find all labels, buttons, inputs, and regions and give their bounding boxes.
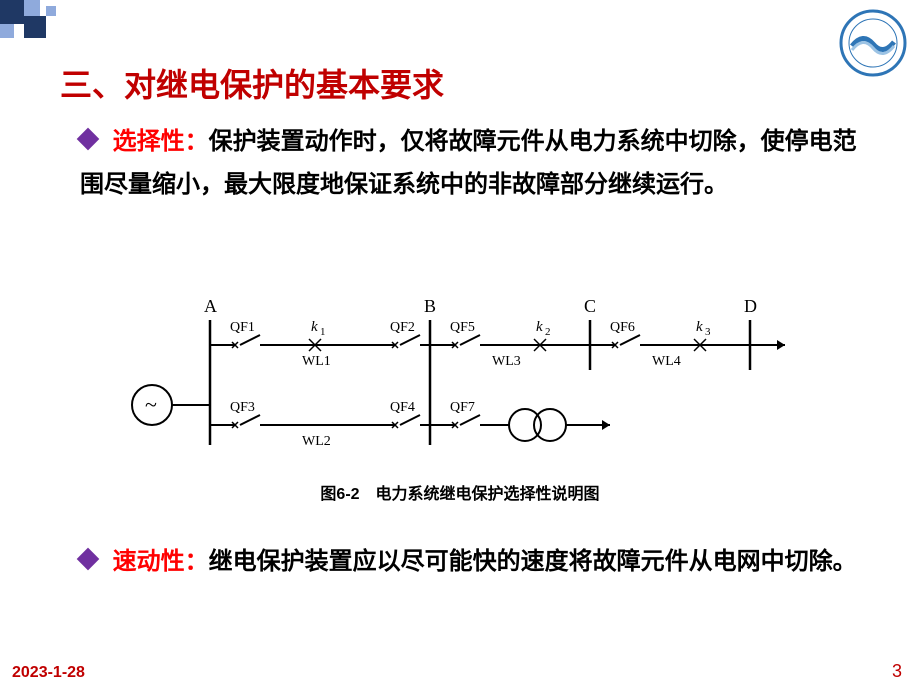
svg-text:QF1: QF1	[230, 320, 255, 335]
svg-text:~: ~	[145, 392, 157, 417]
deco-block-3	[0, 24, 14, 38]
svg-text:k: k	[536, 319, 543, 335]
svg-text:QF2: QF2	[390, 320, 415, 335]
svg-text:QF4: QF4	[390, 400, 415, 415]
svg-text:WL3: WL3	[492, 354, 521, 369]
diamond-icon	[77, 128, 100, 151]
svg-text:2: 2	[545, 326, 551, 338]
svg-text:B: B	[424, 296, 436, 316]
slide-title: 三、对继电保护的基本要求	[60, 60, 444, 106]
bullet-text-2: 继电保护装置应以尽可能快的速度将故障元件从电网中切除。	[209, 548, 857, 575]
circuit-diagram: ABCD~QF1QF2k1WL1QF5k2WL3QF6k3WL4QF3QF4WL…	[120, 290, 800, 470]
svg-text:D: D	[744, 296, 757, 316]
deco-block-1	[0, 0, 24, 24]
diamond-icon	[77, 548, 100, 571]
svg-text:3: 3	[705, 326, 711, 338]
svg-text:k: k	[696, 319, 703, 335]
svg-text:QF7: QF7	[450, 400, 475, 415]
svg-text:WL1: WL1	[302, 354, 331, 369]
bullet-selectivity: 选择性：保护装置动作时，仅将故障元件从电力系统中切除，使停电范围尽量缩小，最大限…	[80, 120, 860, 206]
svg-text:k: k	[311, 319, 318, 335]
footer-page-number: 3	[892, 661, 902, 682]
figure-caption: 图6-2 电力系统继电保护选择性说明图	[0, 480, 920, 504]
deco-block-4	[24, 16, 46, 38]
svg-text:QF3: QF3	[230, 400, 255, 415]
corner-decoration	[0, 0, 80, 60]
deco-block-2	[24, 0, 40, 16]
svg-text:C: C	[584, 296, 596, 316]
svg-text:1: 1	[320, 326, 326, 338]
deco-block-5	[46, 6, 56, 16]
svg-text:WL2: WL2	[302, 434, 331, 449]
footer-date: 2023-1-28	[12, 664, 85, 682]
bullet-speed: 速动性：继电保护装置应以尽可能快的速度将故障元件从电网中切除。	[80, 540, 860, 583]
svg-text:QF5: QF5	[450, 320, 475, 335]
svg-text:A: A	[204, 296, 217, 316]
svg-text:QF6: QF6	[610, 320, 635, 335]
bullet-label-2: 速动性：	[113, 548, 209, 575]
university-logo	[838, 8, 908, 78]
svg-text:WL4: WL4	[652, 354, 681, 369]
bullet-label-1: 选择性：	[113, 128, 209, 155]
